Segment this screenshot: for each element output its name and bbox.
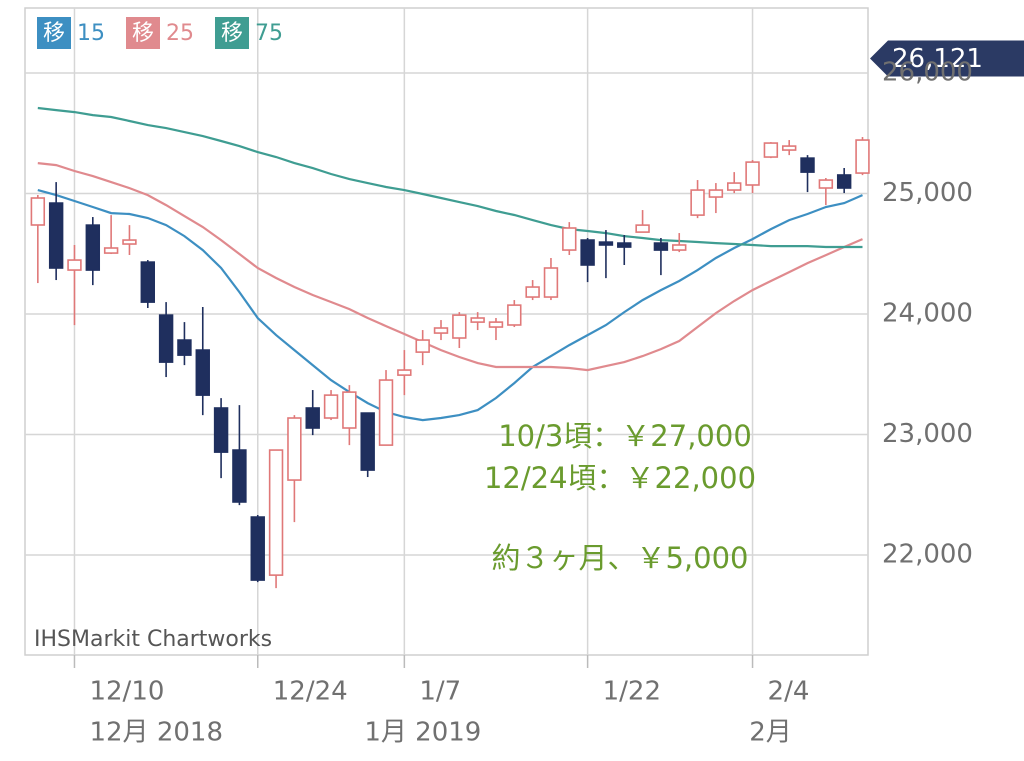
source-credit: IHSMarkit Chartworks	[34, 627, 272, 652]
x-tick-label: 2/4	[768, 677, 810, 707]
x-month-label: 1月 2019	[364, 718, 481, 748]
candle-body	[488, 321, 504, 328]
candle-body	[617, 242, 632, 248]
candle-body	[213, 407, 229, 453]
candle-body	[177, 339, 192, 356]
x-tick-label: 1/7	[419, 677, 461, 707]
candle-body	[305, 407, 320, 429]
candle-body	[378, 379, 394, 446]
candle-body	[580, 239, 595, 266]
legend-swatch	[215, 17, 249, 49]
candle-body	[727, 182, 742, 191]
x-month-label: 12月 2018	[89, 718, 223, 748]
candle-body	[140, 261, 155, 303]
last-price: 26,121	[870, 40, 1024, 77]
candle-body	[543, 267, 559, 298]
candle-body	[103, 247, 119, 254]
candle-body	[250, 516, 265, 581]
candle-body	[232, 449, 247, 503]
candle-body	[360, 412, 375, 471]
x-tick-label: 1/22	[603, 677, 661, 707]
candle-body	[397, 369, 412, 376]
candle-body	[85, 224, 101, 271]
x-tick-label: 12/24	[273, 677, 348, 707]
price-label: 26,121	[892, 44, 983, 74]
candle-body	[855, 139, 870, 174]
candle-body	[433, 327, 449, 334]
moving-averages	[37, 106, 863, 422]
legend-label: 75	[255, 21, 283, 46]
legend-label: 25	[166, 21, 194, 46]
candle-body	[653, 242, 669, 251]
x-month-label: 2月	[749, 718, 792, 748]
ma-line	[37, 106, 863, 249]
y-tick-label: 23,000	[882, 419, 973, 449]
legend-label: 15	[77, 21, 105, 46]
candle-body	[781, 145, 797, 151]
candle-body	[598, 241, 614, 246]
annotation: 10/3頃：￥27,000	[498, 419, 752, 453]
legend-prefix: 移	[132, 21, 154, 46]
y-tick-label: 26,000	[882, 58, 973, 88]
candle-body	[158, 314, 174, 363]
y-tick-label: 22,000	[882, 539, 973, 569]
candle-body	[122, 239, 137, 245]
candle-body	[30, 197, 46, 226]
candle-body	[690, 189, 705, 216]
candle-body	[745, 161, 760, 186]
ma-line	[37, 162, 863, 372]
legend: 移 15 移 25 移 75	[37, 17, 283, 49]
legend-swatch	[126, 17, 160, 49]
candles	[30, 137, 870, 589]
candle-body	[415, 339, 430, 353]
candle-body	[67, 259, 82, 271]
legend-prefix: 移	[43, 21, 65, 46]
candle-body	[470, 317, 485, 323]
grid	[25, 8, 868, 668]
price-tag	[870, 40, 1024, 77]
candle-body	[836, 174, 852, 189]
x-tick-label: 12/10	[89, 677, 164, 707]
candle-body	[342, 391, 357, 429]
candle-body	[268, 449, 284, 576]
candle-body	[763, 142, 779, 158]
legend-prefix: 移	[221, 21, 243, 46]
candle-body	[195, 349, 210, 396]
candle-body	[800, 157, 815, 173]
ma-line	[37, 189, 863, 422]
y-tick-label: 25,000	[882, 178, 973, 208]
candle-body	[635, 224, 650, 233]
candle-body	[562, 227, 577, 251]
y-tick-label: 24,000	[882, 299, 973, 329]
annotation: 12/24頃：￥22,000	[484, 461, 756, 495]
candle-body	[287, 417, 302, 481]
candle-body	[452, 314, 467, 339]
candle-body	[507, 304, 522, 326]
candle-body	[525, 286, 540, 298]
legend-swatch	[37, 17, 71, 49]
candle-body	[818, 179, 834, 189]
candle-body	[323, 394, 339, 419]
candle-body	[672, 244, 687, 251]
annotation: 約３ヶ月、￥5,000	[491, 541, 748, 575]
candle-body	[48, 202, 64, 269]
candle-body	[708, 189, 724, 198]
